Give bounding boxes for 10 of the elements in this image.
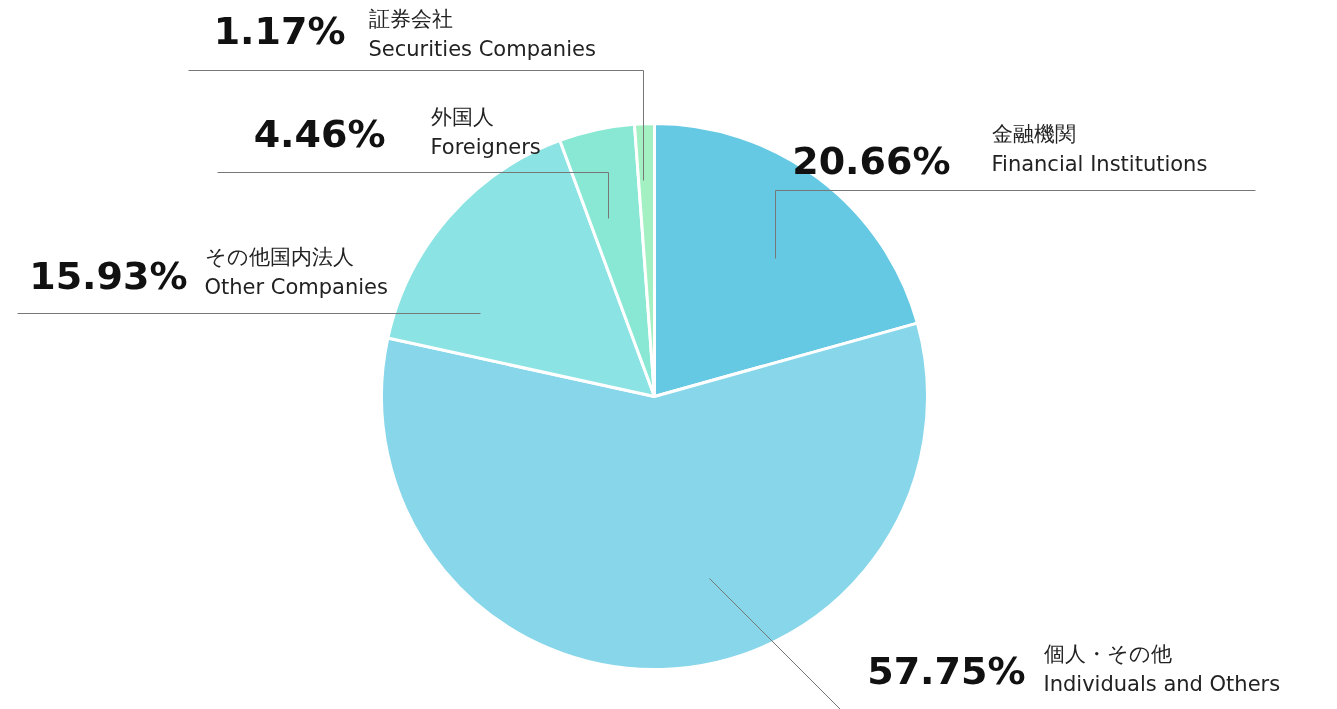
data-label: 15.93% bbox=[29, 253, 188, 298]
data-label: 20.66% bbox=[792, 138, 951, 183]
slice-label: 個人・その他 Individuals and Others bbox=[1043, 641, 1281, 696]
slice-label: 金融機関 Financial Institutions bbox=[991, 121, 1208, 176]
data-label: 1.17% bbox=[213, 8, 346, 53]
data-label: 4.46% bbox=[253, 111, 386, 156]
data-label: 57.75% bbox=[867, 648, 1026, 693]
slice-label: 外国人 Foreigners bbox=[430, 104, 541, 159]
slice-label: その他国内法人 Other Companies bbox=[204, 244, 388, 299]
slice-label: 証券会社 Securities Companies bbox=[368, 6, 596, 61]
